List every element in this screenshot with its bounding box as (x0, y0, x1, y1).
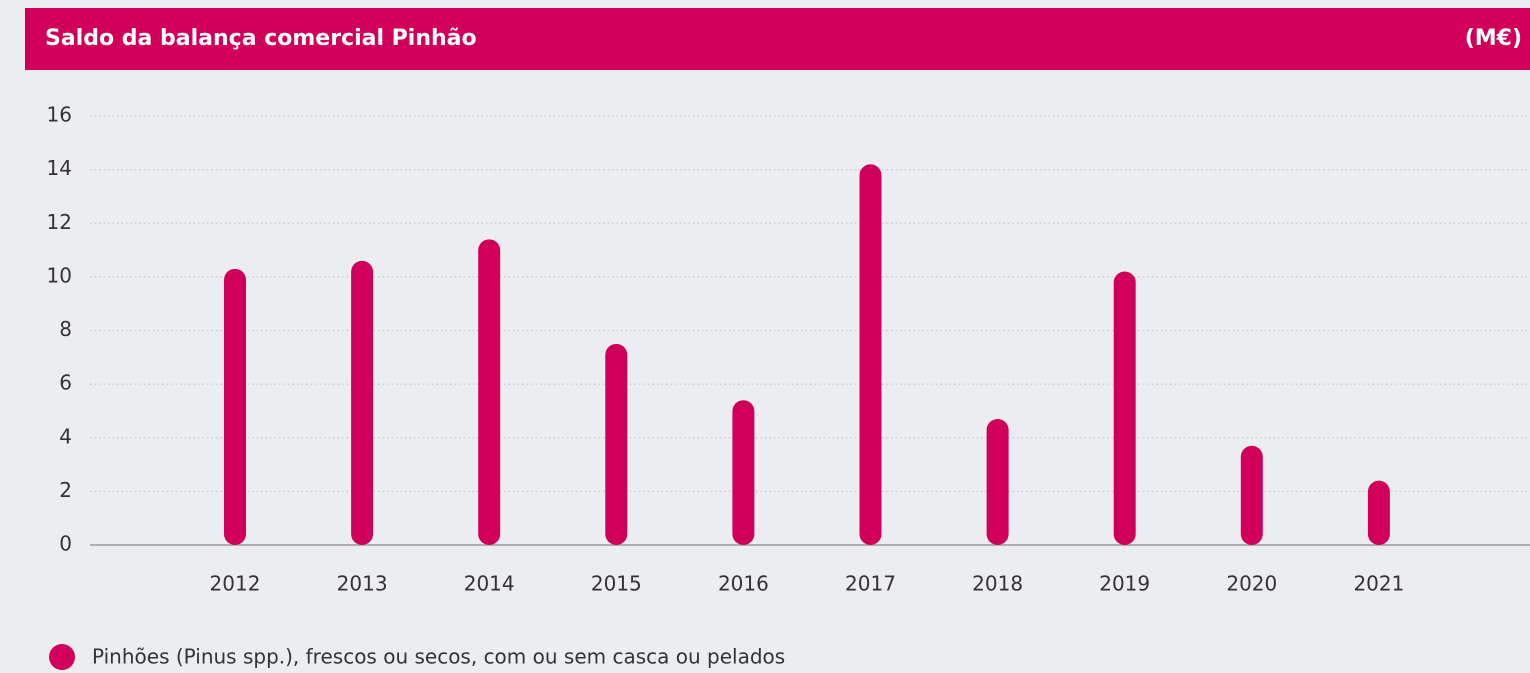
chart-title: Saldo da balança comercial Pinhão (45, 26, 477, 51)
bar (1240, 445, 1263, 545)
y-tick-label: 0 (59, 532, 72, 556)
x-tick-label: 2018 (972, 572, 1023, 596)
bar (732, 400, 755, 545)
header-bar (25, 8, 1530, 70)
unit-label: (M€) (1465, 26, 1522, 51)
legend-label: Pinhões (Pinus spp.), frescos ou secos, … (92, 645, 785, 669)
y-tick-label: 14 (47, 156, 72, 180)
bar (478, 239, 501, 545)
bar (605, 343, 628, 545)
x-tick-label: 2019 (1099, 572, 1150, 596)
x-tick-label: 2021 (1353, 572, 1404, 596)
x-tick-label: 2012 (210, 572, 261, 596)
y-tick-label: 16 (47, 103, 72, 127)
legend-swatch (49, 644, 75, 670)
bar (224, 268, 246, 545)
bar (351, 260, 374, 545)
x-tick-label: 2015 (591, 572, 642, 596)
x-tick-label: 2017 (845, 572, 896, 596)
y-tick-label: 10 (47, 263, 72, 287)
bar (1367, 480, 1390, 545)
x-tick-label: 2014 (464, 572, 515, 596)
bar (859, 164, 882, 545)
y-tick-label: 6 (59, 371, 72, 395)
x-tick-label: 2020 (1226, 572, 1277, 596)
y-tick-label: 12 (47, 210, 72, 234)
bar (986, 418, 1009, 545)
y-tick-label: 2 (59, 478, 72, 502)
x-tick-label: 2016 (718, 572, 769, 596)
y-tick-label: 8 (59, 317, 72, 341)
bar (1113, 271, 1136, 545)
x-tick-label: 2013 (337, 572, 388, 596)
y-tick-label: 4 (59, 424, 72, 448)
